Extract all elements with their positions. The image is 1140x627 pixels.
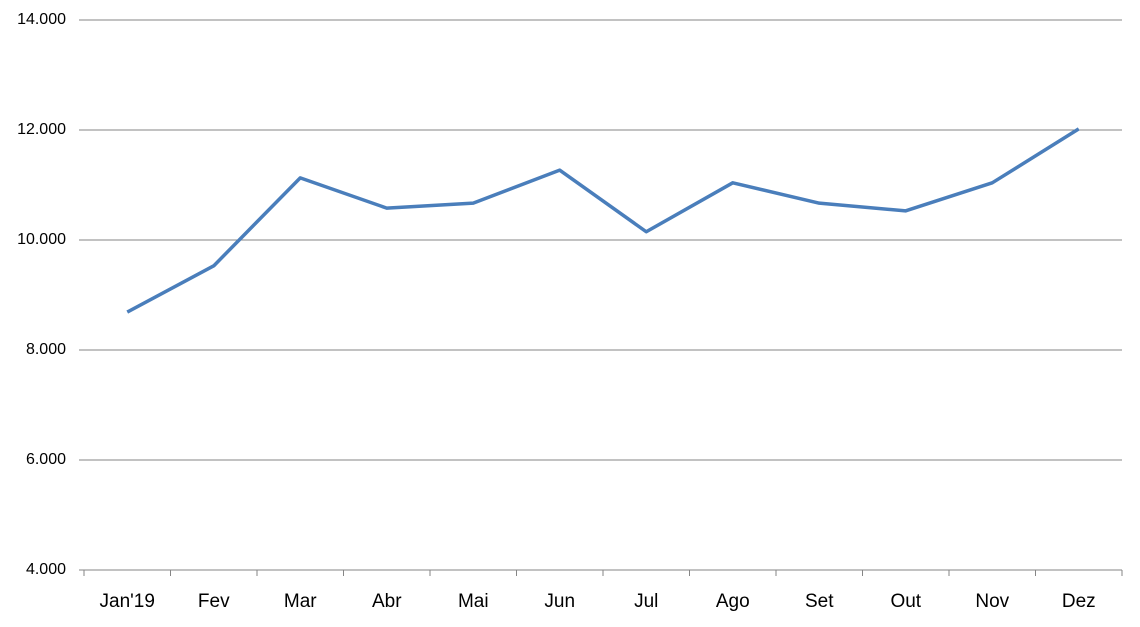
x-tick-label: Jun [544, 591, 575, 612]
x-tick-label: Nov [975, 591, 1009, 612]
x-tick-label: Ago [716, 591, 750, 612]
x-tick-label: Mar [284, 591, 317, 612]
line-series [126, 127, 1080, 314]
x-tick-label: Jul [634, 591, 658, 612]
y-tick-label: 12.000 [17, 121, 66, 138]
x-tick-label: Mai [458, 591, 489, 612]
x-tick-label: Fev [198, 591, 230, 612]
x-tick-label: Abr [372, 591, 402, 612]
x-tick-label: Set [805, 591, 834, 612]
y-tick-label: 10.000 [17, 231, 66, 248]
y-tick-label: 8.000 [26, 341, 66, 358]
y-tick-label: 6.000 [26, 451, 66, 468]
y-tick-label: 14.000 [17, 11, 66, 28]
x-tick-label: Out [890, 591, 921, 612]
y-tick-label: 4.000 [26, 561, 66, 578]
x-tick-label: Jan'19 [100, 591, 155, 612]
x-tick-label: Dez [1062, 591, 1096, 612]
